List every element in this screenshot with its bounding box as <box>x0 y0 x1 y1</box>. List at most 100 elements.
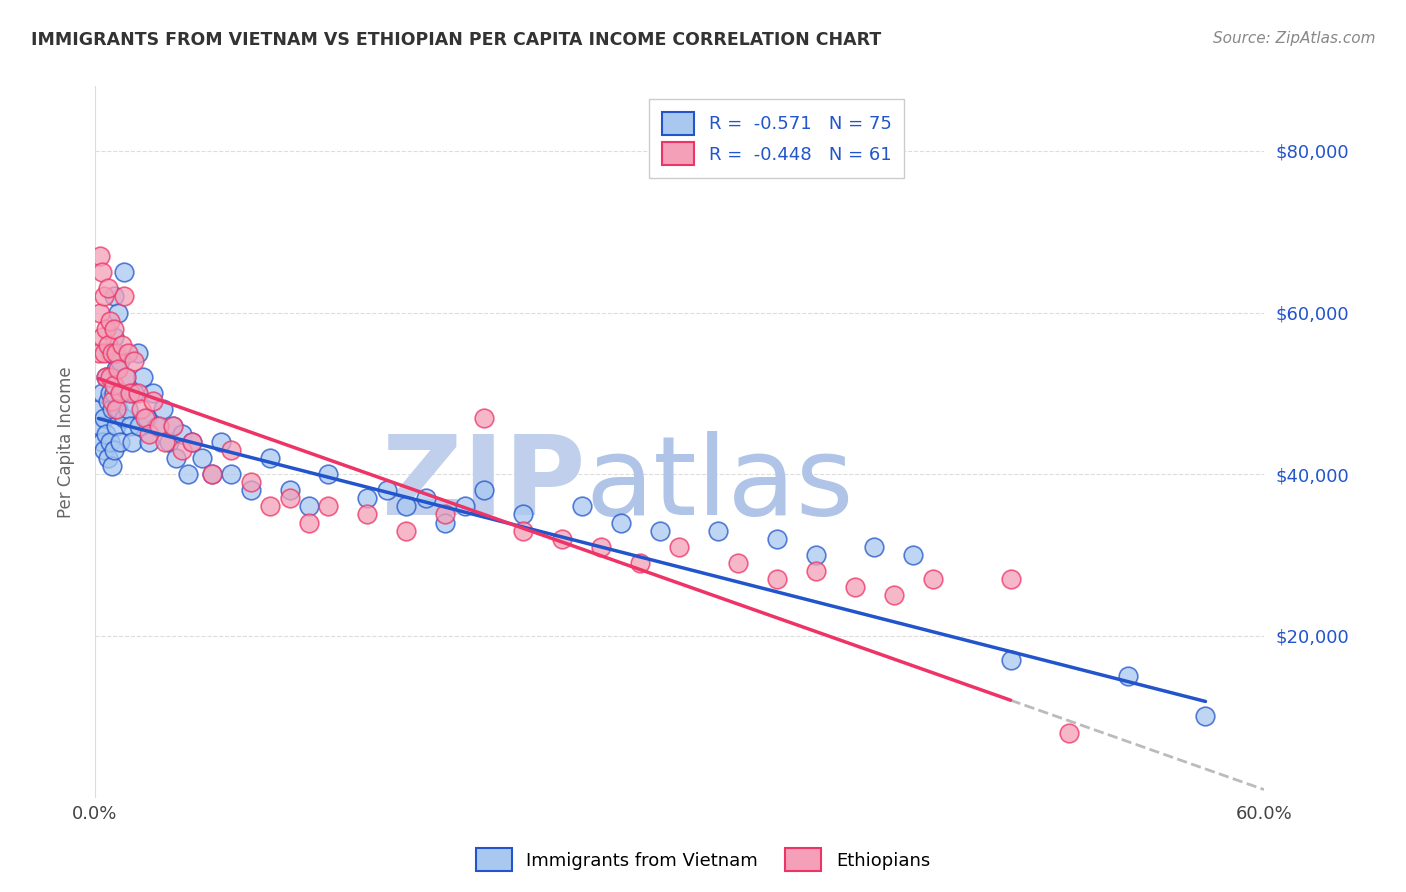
Point <box>191 450 214 465</box>
Point <box>103 442 125 457</box>
Point <box>103 289 125 303</box>
Point <box>138 426 160 441</box>
Point <box>259 500 281 514</box>
Point <box>172 442 194 457</box>
Point <box>883 588 905 602</box>
Point <box>298 516 321 530</box>
Point <box>278 483 301 498</box>
Point <box>200 467 222 481</box>
Point <box>1116 669 1139 683</box>
Point <box>1000 653 1022 667</box>
Point <box>105 402 128 417</box>
Point <box>863 540 886 554</box>
Point <box>142 394 165 409</box>
Point <box>136 410 159 425</box>
Point <box>318 467 340 481</box>
Point <box>1194 709 1216 723</box>
Point <box>103 378 125 392</box>
Point <box>474 483 496 498</box>
Point <box>108 434 131 449</box>
Point <box>98 313 121 327</box>
Point <box>131 402 153 417</box>
Point <box>127 346 149 360</box>
Point <box>395 500 418 514</box>
Point <box>415 491 437 506</box>
Point <box>108 354 131 368</box>
Point <box>128 418 150 433</box>
Point <box>153 434 176 449</box>
Point <box>97 394 120 409</box>
Point <box>111 386 134 401</box>
Point <box>591 540 613 554</box>
Point <box>122 354 145 368</box>
Point <box>98 434 121 449</box>
Point <box>105 418 128 433</box>
Point <box>209 434 232 449</box>
Point <box>512 524 534 538</box>
Point <box>239 475 262 490</box>
Point <box>610 516 633 530</box>
Point <box>551 532 574 546</box>
Point <box>1000 572 1022 586</box>
Y-axis label: Per Capita Income: Per Capita Income <box>58 366 75 517</box>
Point <box>707 524 730 538</box>
Point <box>901 548 924 562</box>
Point <box>101 458 124 473</box>
Point <box>105 362 128 376</box>
Point <box>107 305 129 319</box>
Point <box>117 346 139 360</box>
Point <box>356 491 378 506</box>
Point <box>162 418 184 433</box>
Text: ZIP: ZIP <box>382 431 586 538</box>
Point <box>91 330 114 344</box>
Point <box>166 450 188 465</box>
Point <box>105 346 128 360</box>
Point <box>318 500 340 514</box>
Point <box>97 450 120 465</box>
Point <box>804 548 827 562</box>
Point <box>97 338 120 352</box>
Point <box>108 386 131 401</box>
Point <box>142 386 165 401</box>
Point <box>127 386 149 401</box>
Point <box>668 540 690 554</box>
Point <box>121 434 143 449</box>
Point <box>103 321 125 335</box>
Point <box>114 370 136 384</box>
Point <box>278 491 301 506</box>
Point <box>434 508 457 522</box>
Point <box>152 402 174 417</box>
Point <box>804 564 827 578</box>
Point <box>571 500 593 514</box>
Point <box>454 500 477 514</box>
Point <box>96 370 118 384</box>
Point <box>112 410 135 425</box>
Point <box>91 386 114 401</box>
Point <box>93 289 115 303</box>
Point <box>259 450 281 465</box>
Point <box>219 467 242 481</box>
Point <box>765 572 787 586</box>
Point <box>111 338 134 352</box>
Point <box>103 386 125 401</box>
Legend: R =  -0.571   N = 75, R =  -0.448   N = 61: R = -0.571 N = 75, R = -0.448 N = 61 <box>650 99 904 178</box>
Point <box>375 483 398 498</box>
Point <box>101 394 124 409</box>
Point <box>87 346 110 360</box>
Point <box>114 370 136 384</box>
Point <box>87 402 110 417</box>
Point <box>89 418 111 433</box>
Point <box>98 386 121 401</box>
Point <box>921 572 943 586</box>
Point <box>200 467 222 481</box>
Point <box>727 556 749 570</box>
Point <box>118 386 141 401</box>
Point <box>1057 725 1080 739</box>
Point <box>89 305 111 319</box>
Point <box>101 402 124 417</box>
Text: atlas: atlas <box>586 431 855 538</box>
Point <box>219 442 242 457</box>
Point <box>112 289 135 303</box>
Point <box>177 467 200 481</box>
Text: IMMIGRANTS FROM VIETNAM VS ETHIOPIAN PER CAPITA INCOME CORRELATION CHART: IMMIGRANTS FROM VIETNAM VS ETHIOPIAN PER… <box>31 31 882 49</box>
